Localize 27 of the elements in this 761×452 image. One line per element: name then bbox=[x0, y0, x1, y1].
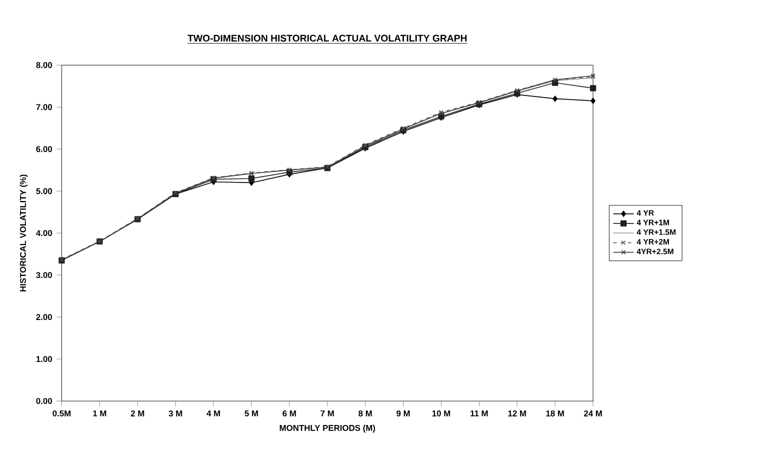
y-tick-label: 4.00 bbox=[36, 230, 52, 236]
y-tick-label: 2.00 bbox=[36, 314, 52, 320]
x-tick-label: 5 M bbox=[244, 410, 258, 416]
x-axis-title: MONTHLY PERIODS (M) bbox=[280, 424, 376, 432]
y-tick-label: 7.00 bbox=[36, 104, 52, 110]
x-tick-label: 18 M bbox=[546, 410, 564, 416]
x-tick-label: 8 M bbox=[358, 410, 372, 416]
x-tick-label: 6 M bbox=[282, 410, 296, 416]
y-tick-label: 3.00 bbox=[36, 272, 52, 278]
y-tick-label: 6.00 bbox=[36, 146, 52, 152]
y-tick-label: 1.00 bbox=[36, 356, 52, 362]
x-tick-label: 4 M bbox=[206, 410, 220, 416]
x-tick-label: 7 M bbox=[320, 410, 334, 416]
x-tick-label: 24 M bbox=[584, 410, 602, 416]
x-tick-label: 11 M bbox=[470, 410, 488, 416]
y-tick-label: 8.00 bbox=[36, 62, 52, 68]
x-tick-label: 3 M bbox=[168, 410, 182, 416]
x-tick-label: 10 M bbox=[432, 410, 450, 416]
x-tick-label: 1 M bbox=[93, 410, 106, 416]
x-tick-label: 9 M bbox=[396, 410, 410, 416]
x-tick-label: 2 M bbox=[130, 410, 144, 416]
y-axis-title: HISTORICAL VOLATILITY (%) bbox=[20, 174, 28, 292]
chart-title: TWO-DIMENSION HISTORICAL ACTUAL VOLATILITY GRAPH bbox=[188, 34, 467, 42]
x-tick-label: 0.5M bbox=[52, 410, 71, 416]
y-tick-label: 0.00 bbox=[36, 398, 52, 404]
x-tick-label: 12 M bbox=[508, 410, 526, 416]
y-tick-label: 5.00 bbox=[36, 188, 52, 194]
